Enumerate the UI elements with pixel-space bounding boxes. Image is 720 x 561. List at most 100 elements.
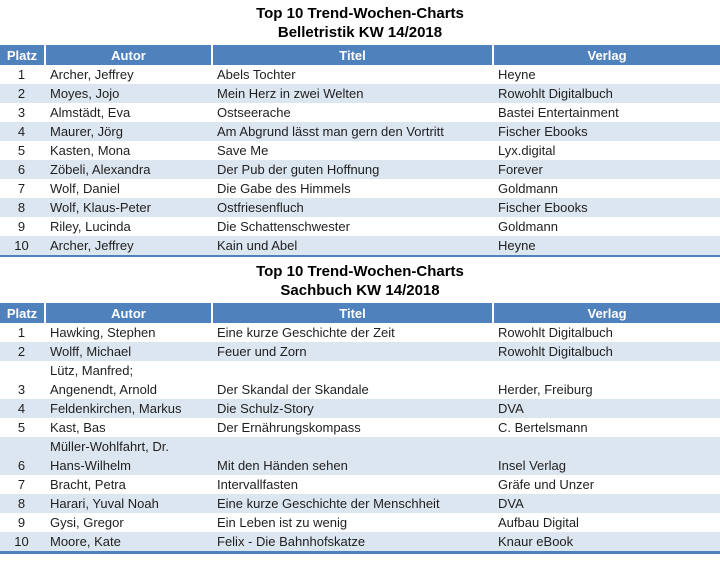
- chart-section: Top 10 Trend-Wochen-Charts Belletristik …: [0, 0, 720, 257]
- cell-verlag: DVA: [498, 496, 524, 511]
- cell-platz: 6: [17, 458, 26, 473]
- cell-autor: Archer, Jeffrey: [50, 238, 134, 253]
- cell-titel: Kain und Abel: [217, 238, 298, 253]
- cell-autor: Kast, Bas: [50, 420, 106, 435]
- cell-autor: Lütz, Manfred; Angenendt, Arnold: [50, 363, 157, 397]
- cell-autor: Archer, Jeffrey: [50, 67, 134, 82]
- table-row: 6 Müller-Wohlfahrt, Dr. Hans-Wilhelm Mit d…: [0, 437, 720, 475]
- cell-titel: Mit den Händen sehen: [217, 458, 348, 473]
- table-row: 3 Lütz, Manfred; Angenendt, Arnold Der Ska…: [0, 361, 720, 399]
- cell-titel: Abels Tochter: [217, 67, 296, 82]
- table-row: 9 Riley, Lucinda Die Schattenschwester Gold…: [0, 217, 720, 236]
- cell-platz: 8: [17, 200, 26, 215]
- cell-verlag: Fischer Ebooks: [498, 200, 588, 215]
- cell-platz: 3: [17, 382, 26, 397]
- cell-titel: Die Schulz-Story: [217, 401, 314, 416]
- cell-autor: Harari, Yuval Noah: [50, 496, 159, 511]
- cell-titel: Die Gabe des Himmels: [217, 181, 351, 196]
- column-header-platz: Platz: [0, 45, 46, 65]
- table-row: 8 Harari, Yuval Noah Eine kurze Geschichte…: [0, 494, 720, 513]
- chart-title-line1: Top 10 Trend-Wochen-Charts: [256, 5, 464, 22]
- cell-titel: Ostseerache: [217, 105, 291, 120]
- chart-title-line1: Top 10 Trend-Wochen-Charts: [256, 263, 464, 280]
- cell-verlag: Goldmann: [498, 181, 558, 196]
- chart-title-line2: Sachbuch KW 14/2018: [280, 282, 440, 299]
- table-row: 2 Moyes, Jojo Mein Herz in zwei Welten Rowo…: [0, 84, 720, 103]
- header-row: Platz Autor Titel Verlag: [0, 303, 720, 323]
- cell-titel: Am Abgrund lässt man gern den Vortritt: [217, 124, 444, 139]
- column-header-titel: Titel: [212, 45, 494, 65]
- column-header-platz: Platz: [0, 303, 46, 323]
- cell-titel: Der Pub der guten Hoffnung: [217, 162, 380, 177]
- cell-titel: Der Ernährungskompass: [217, 420, 361, 435]
- cell-verlag: Heyne: [498, 67, 536, 82]
- cell-titel: Ostfriesenfluch: [217, 200, 304, 215]
- cell-platz: 5: [17, 143, 26, 158]
- cell-platz: 9: [17, 515, 26, 530]
- cell-autor: Moore, Kate: [50, 534, 121, 549]
- cell-titel: Felix - Die Bahnhofskatze: [217, 534, 366, 549]
- cell-verlag: Goldmann: [498, 219, 558, 234]
- chart-title: Top 10 Trend-Wochen-Charts Sachbuch KW 1…: [0, 257, 720, 303]
- cell-titel: Eine kurze Geschichte der Zeit: [217, 325, 395, 340]
- column-header-autor: Autor: [45, 303, 213, 323]
- cell-platz: 8: [17, 496, 26, 511]
- table-row: 7 Bracht, Petra Intervallfasten Gräfe und U…: [0, 475, 720, 494]
- column-header-autor: Autor: [45, 45, 213, 65]
- header-row: Platz Autor Titel Verlag: [0, 45, 720, 65]
- table-row: 5 Kasten, Mona Save Me Lyx.digital: [0, 141, 720, 160]
- cell-verlag: Heyne: [498, 238, 536, 253]
- table-body: 1 Archer, Jeffrey Abels Tochter Heyne 2 Moyes…: [0, 65, 720, 256]
- cell-platz: 6: [17, 162, 26, 177]
- cell-platz: 10: [14, 238, 29, 253]
- table-row: 4 Feldenkirchen, Markus Die Schulz-Story DV…: [0, 399, 720, 418]
- cell-autor: Wolf, Klaus-Peter: [50, 200, 151, 215]
- cell-titel: Intervallfasten: [217, 477, 298, 492]
- cell-platz: 1: [17, 325, 26, 340]
- table-row: 8 Wolf, Klaus-Peter Ostfriesenfluch Fischer…: [0, 198, 720, 217]
- cell-verlag: Rowohlt Digitalbuch: [498, 86, 613, 101]
- cell-platz: 7: [17, 181, 26, 196]
- cell-verlag: C. Bertelsmann: [498, 420, 588, 435]
- cell-platz: 7: [17, 477, 26, 492]
- cell-verlag: Gräfe und Unzer: [498, 477, 595, 492]
- table-row: 2 Wolff, Michael Feuer und Zorn Rowohlt Dig…: [0, 342, 720, 361]
- cell-titel: Ein Leben ist zu wenig: [217, 515, 348, 530]
- cell-autor: Maurer, Jörg: [50, 124, 123, 139]
- cell-autor: Gysi, Gregor: [50, 515, 124, 530]
- cell-platz: 4: [17, 124, 26, 139]
- cell-autor: Kasten, Mona: [50, 143, 131, 158]
- column-header-verlag: Verlag: [493, 303, 720, 323]
- cell-autor: Zöbeli, Alexandra: [50, 162, 151, 177]
- chart-title-line2: Belletristik KW 14/2018: [277, 24, 443, 41]
- column-header-verlag: Verlag: [493, 45, 720, 65]
- table-body: 1 Hawking, Stephen Eine kurze Geschichte d…: [0, 323, 720, 553]
- cell-verlag: Forever: [498, 162, 543, 177]
- cell-platz: 10: [14, 534, 29, 549]
- cell-autor: Müller-Wohlfahrt, Dr. Hans-Wilhelm: [50, 439, 169, 473]
- cell-platz: 5: [17, 420, 26, 435]
- cell-verlag: Bastei Entertainment: [498, 105, 619, 120]
- cell-autor: Bracht, Petra: [50, 477, 126, 492]
- cell-platz: 1: [17, 67, 26, 82]
- chart-section: Top 10 Trend-Wochen-Charts Sachbuch KW 1…: [0, 257, 720, 554]
- cell-platz: 3: [17, 105, 26, 120]
- cell-titel: Der Skandal der Skandale: [217, 382, 369, 397]
- table-row: 4 Maurer, Jörg Am Abgrund lässt man gern d…: [0, 122, 720, 141]
- table-row: 9 Gysi, Gregor Ein Leben ist zu wenig Aufba…: [0, 513, 720, 532]
- table-row: 7 Wolf, Daniel Die Gabe des Himmels Goldman…: [0, 179, 720, 198]
- cell-titel: Eine kurze Geschichte der Menschheit: [217, 496, 440, 511]
- cell-verlag: Rowohlt Digitalbuch: [498, 344, 613, 359]
- cell-verlag: Insel Verlag: [498, 458, 566, 473]
- cell-autor: Wolff, Michael: [50, 344, 132, 359]
- cell-platz: 2: [17, 344, 26, 359]
- cell-verlag: Knaur eBook: [498, 534, 574, 549]
- chart-table: Platz Autor Titel Verlag 1 Archer, Jeffrey Ab…: [0, 45, 720, 257]
- table-row: 3 Almstädt, Eva Ostseerache Bastei Entertai…: [0, 103, 720, 122]
- cell-verlag: Herder, Freiburg: [498, 382, 593, 397]
- table-row: 1 Hawking, Stephen Eine kurze Geschichte d…: [0, 323, 720, 342]
- cell-platz: 9: [17, 219, 26, 234]
- cell-platz: 4: [17, 401, 26, 416]
- table-row: 10 Moore, Kate Felix - Die Bahnhofskatze Kn…: [0, 532, 720, 553]
- cell-platz: 2: [17, 86, 26, 101]
